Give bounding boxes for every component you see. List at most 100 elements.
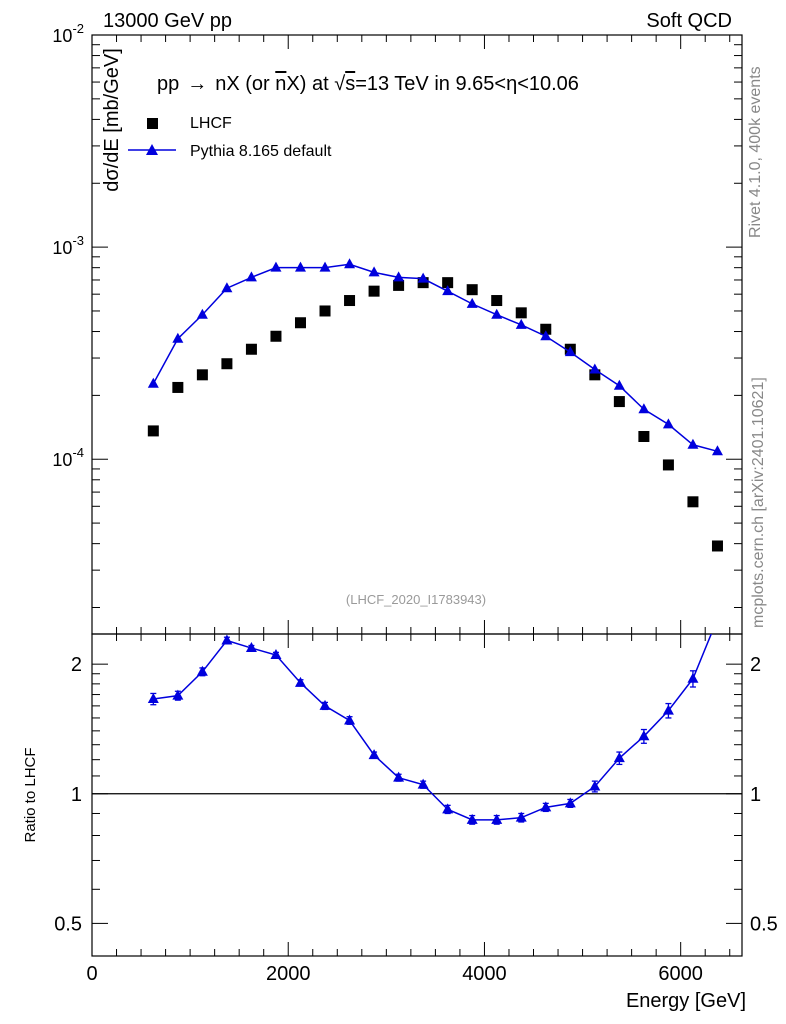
ratio-y-axis-label: Ratio to LHCF <box>22 747 39 842</box>
lhcf-point <box>638 430 650 442</box>
ratio-point <box>245 642 257 653</box>
lhcf-point <box>245 343 257 355</box>
ratio-point <box>613 752 625 763</box>
lhcf-point <box>147 425 159 437</box>
ratio-tick-label-left: 2 <box>71 654 82 676</box>
ratio-axis-ticks <box>91 634 742 956</box>
title-eta: η <box>506 73 517 95</box>
title-energy: =13 TeV in 9.65< <box>355 73 506 95</box>
lhcf-point <box>294 317 306 329</box>
x-tick-label: 4000 <box>462 963 507 985</box>
x-tick-labels: 0 2000 4000 6000 <box>86 963 702 985</box>
ratio-tick-label-left: 0.5 <box>54 913 82 935</box>
pythia-point <box>466 297 478 308</box>
ratio-point <box>393 771 405 782</box>
ratio-point <box>540 801 552 812</box>
pythia-point <box>638 403 650 414</box>
ratio-point <box>662 704 674 715</box>
ratio-point <box>442 803 454 814</box>
ratio-point <box>589 780 601 791</box>
ratio-y-tick-labels: 0.5 0.5 1 1 2 2 <box>54 654 778 935</box>
pythia-point <box>344 258 356 269</box>
lhcf-point <box>662 459 674 471</box>
ratio-point <box>221 634 233 645</box>
ratio-point <box>270 649 282 660</box>
header-right-label: Soft QCD <box>646 10 732 32</box>
ratio-point <box>466 813 478 824</box>
lhcf-point <box>466 284 478 296</box>
lhcf-point <box>613 396 625 408</box>
ratio-tick-label-right: 2 <box>750 654 761 676</box>
y-tick-label-main: 10-2 <box>52 21 84 46</box>
y-tick-label-exp: -3 <box>72 233 84 248</box>
ratio-tick-label-left: 1 <box>71 784 82 806</box>
lhcf-point <box>319 305 331 317</box>
title-tail: X) at <box>286 73 334 95</box>
pythia-point <box>589 363 601 374</box>
pythia-point <box>540 330 552 341</box>
mcplots-label: mcplots.cern.ch [arXiv:2401.10621] <box>750 377 767 628</box>
ratio-point <box>687 672 699 683</box>
pythia-point <box>196 308 208 319</box>
ratio-point <box>515 811 527 822</box>
ratio-data-layer <box>147 634 713 825</box>
title-arrow: → <box>187 73 207 95</box>
pythia-point <box>417 272 429 283</box>
lhcf-point <box>393 279 405 291</box>
rivet-label: Rivet 4.1.0, 400k events <box>747 66 764 238</box>
y-tick-label-main: 10-4 <box>52 445 84 470</box>
x-tick-label: 2000 <box>266 963 311 985</box>
title-s: s <box>345 73 355 95</box>
ratio-point <box>368 749 380 760</box>
header-left-label: 13000 GeV pp <box>103 10 232 32</box>
legend-lhcf-label: LHCF <box>190 115 232 132</box>
ratio-point <box>319 699 331 710</box>
title-root: √ <box>334 73 345 95</box>
pythia-point <box>662 418 674 429</box>
pythia-point <box>711 445 723 456</box>
y-tick-label-base: 10 <box>52 238 72 258</box>
x-axis-label: Energy [GeV] <box>626 990 746 1012</box>
pythia-line <box>152 263 718 453</box>
legend: LHCF Pythia 8.165 default <box>128 115 332 160</box>
ratio-plot-frame <box>91 633 743 957</box>
pythia-point <box>442 285 454 296</box>
lhcf-point <box>172 381 184 393</box>
lhcf-point <box>344 295 356 307</box>
lhcf-point <box>589 369 601 381</box>
ratio-series <box>147 634 713 825</box>
pythia-point <box>294 261 306 272</box>
pythia-point <box>687 438 699 449</box>
pythia-point <box>564 346 576 357</box>
pythia-point <box>613 379 625 390</box>
ratio-point <box>638 730 650 741</box>
ratio-point <box>196 665 208 676</box>
ratio-point <box>294 676 306 687</box>
x-tick-label: 0 <box>86 963 97 985</box>
ratio-point <box>491 813 503 824</box>
y-tick-label-main: 10-3 <box>52 233 84 258</box>
legend-pythia-marker <box>146 144 158 155</box>
lhcf-point <box>368 285 380 297</box>
analysis-id-label: (LHCF_2020_I1783943) <box>346 592 486 607</box>
pythia-point <box>515 318 527 329</box>
lhcf-point <box>442 277 454 289</box>
pythia-point <box>245 271 257 282</box>
main-axis-ticks <box>91 34 742 634</box>
x-tick-label: 6000 <box>658 963 703 985</box>
title-mid: nX (or <box>215 73 275 95</box>
lhcf-point <box>196 369 208 381</box>
lhcf-point <box>221 358 233 370</box>
main-y-axis-label: dσ/dE [mb/GeV] <box>101 48 123 192</box>
title-nbar: n <box>275 73 286 95</box>
pythia-point <box>393 271 405 282</box>
lhcf-point <box>687 496 699 508</box>
title-lead: pp <box>157 73 179 95</box>
title-range-end: <10.06 <box>517 73 579 95</box>
ratio-point <box>564 797 576 808</box>
legend-lhcf-marker <box>147 118 158 129</box>
pythia-point <box>172 332 184 343</box>
ratio-point <box>172 689 184 700</box>
main-y-tick-labels: 10-2 10-3 10-4 <box>52 21 84 470</box>
